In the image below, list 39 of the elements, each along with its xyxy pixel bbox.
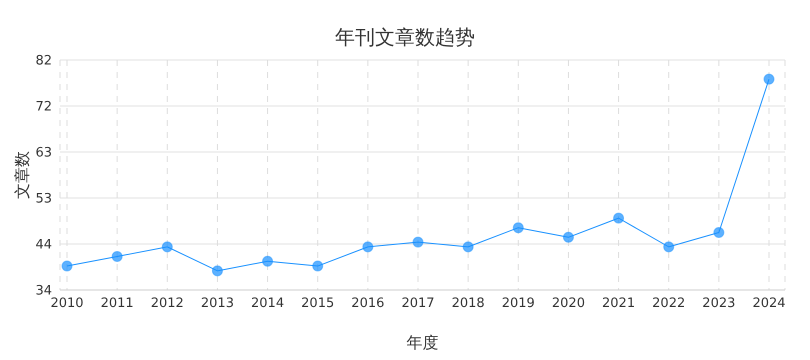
- x-tick-label: 2023: [702, 296, 736, 312]
- x-axis-title: 年度: [406, 333, 438, 352]
- x-tick-label: 2014: [251, 296, 284, 312]
- x-tick-label: 2015: [301, 296, 334, 312]
- point: [764, 74, 774, 85]
- point: [112, 250, 123, 262]
- x-tick-label: 2010: [50, 296, 84, 312]
- y-tick-label: 72: [35, 100, 52, 115]
- point: [613, 212, 624, 224]
- x-tick-label: 2020: [552, 296, 585, 312]
- x-tick-label: 2019: [502, 296, 535, 312]
- chart-title: 年刊文章数趋势: [334, 24, 476, 51]
- y-tick-label: 63: [35, 146, 52, 161]
- x-tick-label: 2024: [752, 296, 786, 312]
- y-tick-label: 34: [35, 284, 52, 299]
- point: [262, 256, 274, 267]
- x-tick-label: 2013: [200, 296, 234, 312]
- point: [462, 241, 474, 252]
- y-tick-label: 53: [35, 192, 52, 207]
- y-axis-title: 文章数: [12, 151, 32, 199]
- point: [562, 232, 574, 243]
- y-tick-label: 82: [35, 54, 52, 69]
- point: [62, 260, 72, 272]
- point: [162, 241, 173, 252]
- point: [512, 222, 524, 234]
- x-tick-label: 2018: [452, 296, 485, 312]
- point: [362, 241, 374, 252]
- x-tick-label: 2021: [602, 296, 636, 312]
- x-tick-label: 2016: [351, 296, 384, 312]
- x-tick-label: 2012: [150, 296, 184, 312]
- point: [663, 241, 674, 252]
- y-tick-label: 44: [35, 238, 52, 253]
- point: [412, 236, 424, 248]
- x-tick-label: 2017: [401, 296, 435, 312]
- point: [713, 227, 724, 238]
- x-tick-label: 2022: [652, 296, 686, 312]
- point: [212, 265, 223, 276]
- x-tick-label: 2011: [100, 296, 134, 312]
- point: [312, 260, 324, 272]
